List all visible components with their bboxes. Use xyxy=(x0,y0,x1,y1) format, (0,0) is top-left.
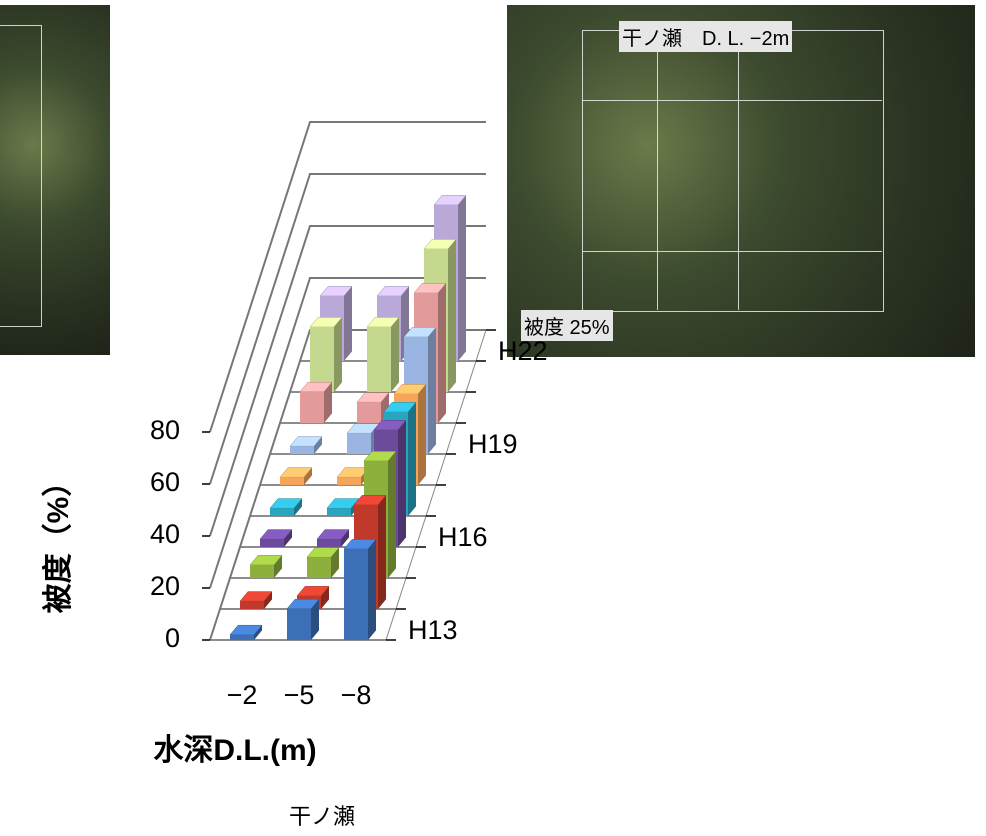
bar-side xyxy=(334,317,342,392)
bar xyxy=(290,446,314,454)
bar xyxy=(260,539,284,547)
bar xyxy=(327,508,351,516)
bar xyxy=(307,557,331,578)
bar-side xyxy=(418,384,426,485)
page: 干ノ瀬 D. L. −2m 被度 25% 被度（%） 水深D.L.(m) 干ノ瀬… xyxy=(0,0,986,836)
x-tick-label: −8 xyxy=(341,680,372,710)
bar-side xyxy=(408,402,416,516)
bar xyxy=(317,539,341,547)
bar-side xyxy=(398,420,406,547)
x-tick-label: −2 xyxy=(227,680,258,710)
bar xyxy=(280,477,304,485)
x-tick-label: −5 xyxy=(284,680,315,710)
bar xyxy=(357,402,381,423)
y-tick-label: 0 xyxy=(165,623,180,653)
bar xyxy=(250,565,274,578)
bar-side xyxy=(428,327,436,454)
bar xyxy=(337,477,361,485)
y-tick-label: 60 xyxy=(150,467,180,497)
bar-side xyxy=(388,451,396,578)
bar-side xyxy=(448,239,456,392)
z-tick-label: H13 xyxy=(408,615,458,645)
bar xyxy=(344,549,368,640)
bar-side xyxy=(378,495,386,609)
bar xyxy=(300,392,324,423)
bar-side xyxy=(458,195,466,361)
bar-side xyxy=(368,539,376,640)
z-tick-label: H22 xyxy=(498,336,548,366)
bar xyxy=(240,601,264,609)
y-tick-label: 80 xyxy=(150,415,180,445)
bar-side xyxy=(391,317,399,392)
y-axis-title: 被度（%） xyxy=(41,467,75,614)
bar-side xyxy=(438,283,446,423)
z-tick-label: H19 xyxy=(468,429,518,459)
bar xyxy=(347,433,371,454)
x-axis-title: 水深D.L.(m) xyxy=(153,734,316,767)
bar xyxy=(270,508,294,516)
y-tick-label: 40 xyxy=(150,519,180,549)
caption: 干ノ瀬 xyxy=(289,804,355,829)
z-tick-label: H16 xyxy=(438,522,488,552)
bar xyxy=(367,327,391,392)
bar xyxy=(230,635,254,640)
chart: 被度（%） 水深D.L.(m) 干ノ瀬 0 20 40 60 80 −2 −5 −8 H13 H1… xyxy=(0,0,986,836)
bar-side xyxy=(344,286,352,361)
bar xyxy=(287,609,311,640)
y-tick-label: 20 xyxy=(150,571,180,601)
